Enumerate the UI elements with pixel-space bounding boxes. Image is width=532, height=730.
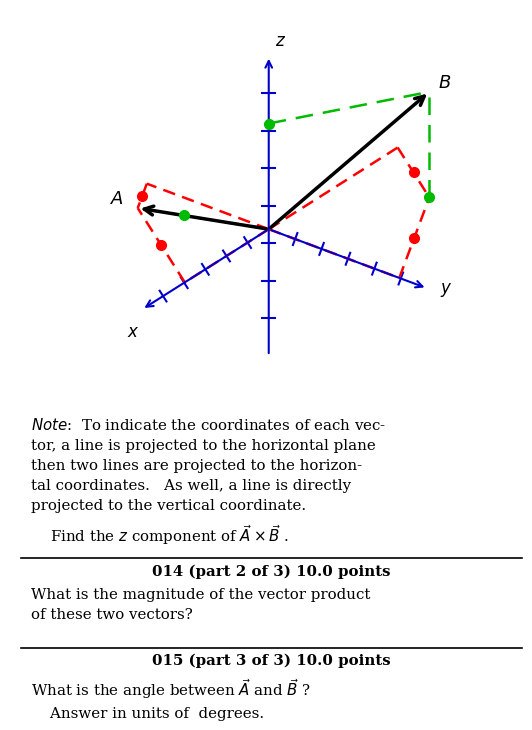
Text: $x$: $x$ (127, 324, 140, 341)
Text: $z$: $z$ (275, 33, 286, 50)
Text: What is the magnitude of the vector product
of these two vectors?: What is the magnitude of the vector prod… (31, 588, 371, 622)
Text: $\mathit{Note}$:  To indicate the coordinates of each vec-
tor, a line is projec: $\mathit{Note}$: To indicate the coordin… (31, 417, 387, 548)
Text: $y$: $y$ (440, 282, 452, 299)
Text: $A$: $A$ (110, 190, 123, 208)
Text: 015 (part 3 of 3) 10.0 points: 015 (part 3 of 3) 10.0 points (152, 654, 390, 668)
Text: 014 (part 2 of 3) 10.0 points: 014 (part 2 of 3) 10.0 points (152, 564, 390, 579)
Text: $B$: $B$ (437, 74, 451, 91)
Text: What is the angle between $\vec{A}$ and $\vec{B}$ ?
    Answer in units of  degr: What is the angle between $\vec{A}$ and … (31, 677, 311, 721)
